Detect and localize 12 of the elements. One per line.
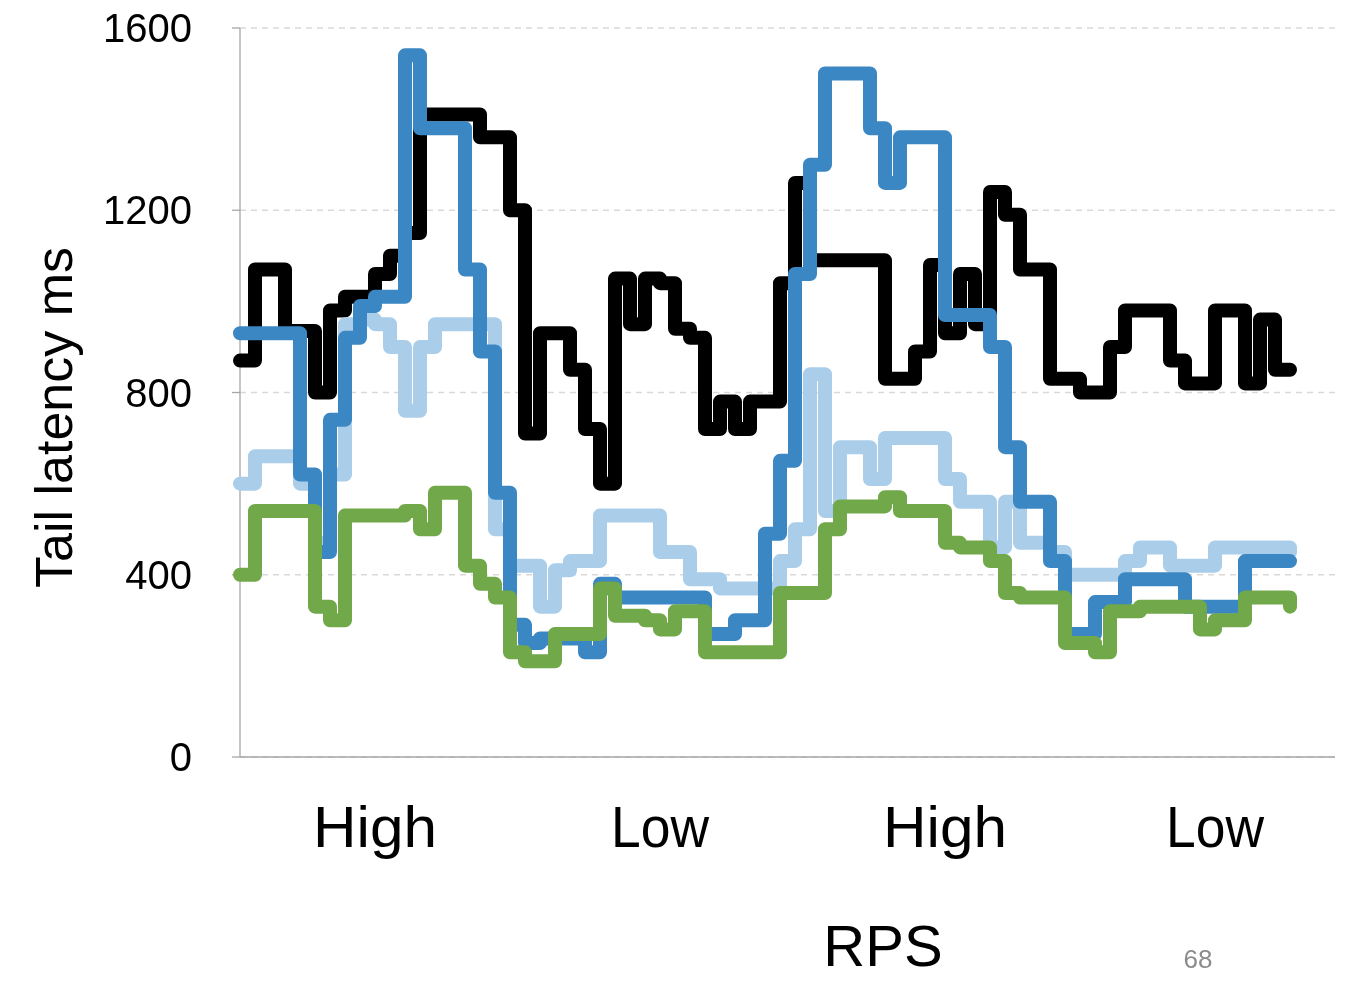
- x-tick-label: Low: [611, 794, 718, 859]
- y-tick-label: 1600: [103, 6, 192, 50]
- x-tick-label: High: [313, 794, 437, 859]
- y-tick-label: 0: [169, 735, 192, 779]
- x-axis-title: RPS: [823, 913, 943, 978]
- y-tick-label: 1200: [103, 188, 192, 233]
- y-axis-title: Tail latency ms: [25, 247, 83, 588]
- x-tick-label: High: [883, 794, 1007, 859]
- y-tick-label: 800: [125, 370, 192, 415]
- y-tick-label: 400: [125, 552, 192, 597]
- x-tick-label: Low: [1166, 794, 1273, 859]
- text: 68: [1183, 944, 1213, 974]
